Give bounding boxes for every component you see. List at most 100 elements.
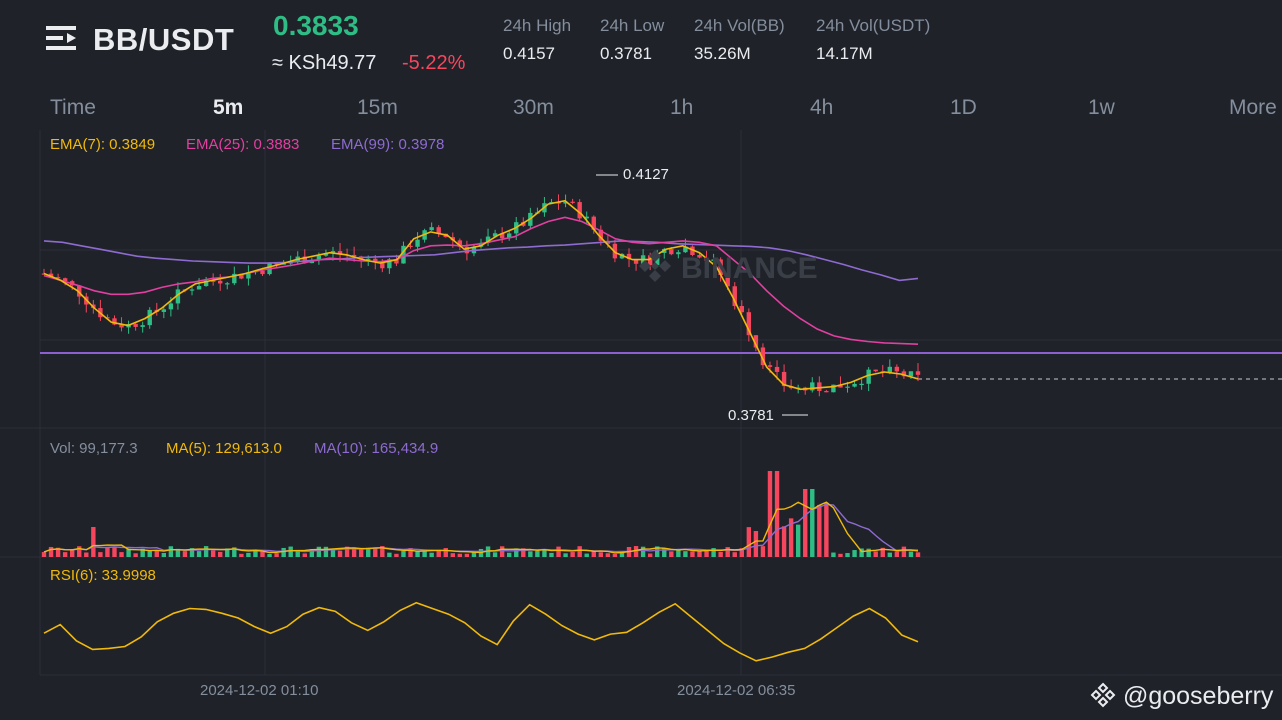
candle: [225, 283, 230, 285]
candle: [859, 383, 864, 385]
candle: [563, 201, 568, 204]
volume-bar: [817, 504, 822, 557]
volume-bar: [563, 553, 568, 557]
volume-bar: [232, 547, 237, 557]
tab-time[interactable]: Time: [50, 96, 96, 119]
volume-bar: [112, 546, 117, 557]
volume-bar: [210, 550, 216, 557]
grid: [0, 130, 1282, 676]
candlestick-chart[interactable]: EMA(7): 0.3849 EMA(25): 0.3883 EMA(99): …: [0, 130, 1282, 705]
volume-bar: [887, 552, 893, 557]
volume-bar: [852, 550, 857, 557]
volume-bar: [77, 546, 82, 557]
volume-bar: [549, 552, 554, 557]
candle: [147, 309, 152, 326]
candle: [373, 258, 378, 263]
volume-bar: [91, 527, 96, 557]
volume-bar: [690, 551, 695, 557]
volume-bar: [570, 552, 575, 557]
candle: [499, 233, 505, 239]
tab-15m[interactable]: 15m: [357, 96, 398, 119]
volume-bar: [140, 548, 145, 557]
volume-bar: [514, 548, 519, 557]
stat-label: 24h High: [503, 16, 572, 35]
stat-label: 24h Vol(BB): [694, 16, 785, 35]
ma5-label: MA(5): 129,613.0: [166, 440, 282, 457]
candle: [323, 253, 329, 256]
author-handle-text: @gooseberry: [1122, 682, 1274, 710]
volume-bar: [373, 548, 378, 557]
ema99-line: [43, 240, 919, 282]
volume-bar: [323, 546, 329, 557]
rsi-label: RSI(6): 33.9998: [50, 567, 156, 584]
stat-value: 14.17M: [816, 44, 873, 63]
candle: [725, 275, 730, 287]
candle: [351, 254, 357, 257]
volume-bar: [380, 546, 385, 557]
volume-bar: [753, 531, 759, 557]
fiat-value: ≈ KSh49.77: [272, 52, 377, 74]
price-change-percent: -5.22%: [402, 52, 466, 74]
candle: [845, 386, 850, 388]
volume-bar: [662, 548, 667, 557]
candle: [591, 216, 596, 230]
volume-bar: [774, 471, 780, 557]
candle: [168, 303, 174, 310]
candle: [739, 306, 744, 313]
volume-bar: [655, 546, 660, 557]
candle: [873, 369, 878, 372]
volume-bar: [838, 553, 843, 557]
tab-5m[interactable]: 5m: [213, 96, 244, 119]
volume-bar: [704, 549, 709, 557]
volume-bar: [168, 546, 174, 557]
volume-bar: [401, 550, 406, 557]
volume-bar: [605, 553, 611, 557]
candle: [239, 273, 244, 279]
candle: [852, 383, 857, 387]
volume-bar: [908, 551, 914, 557]
volume-bar: [633, 546, 639, 557]
volume-bar: [732, 552, 737, 557]
candle: [210, 280, 216, 282]
volume-bar: [429, 552, 434, 557]
volume-bar: [126, 548, 131, 557]
volume-bar: [147, 550, 152, 557]
volume-bar: [154, 550, 159, 557]
candle: [366, 258, 371, 260]
candle: [838, 384, 843, 388]
candle: [394, 259, 399, 264]
volume-bar: [788, 518, 794, 557]
volume-bar: [471, 552, 477, 557]
ema7-line: [43, 199, 919, 391]
stat-24h-vol-quote: 24h Vol(USDT) 14.17M: [816, 16, 930, 64]
volume-bar: [55, 547, 61, 557]
candle: [218, 280, 223, 284]
menu-icon[interactable]: [46, 24, 78, 52]
interval-tabs: Time 5m 15m 30m 1h 4h 1D 1w More: [0, 92, 1282, 128]
volume-bar: [746, 527, 752, 557]
volume-bar: [725, 547, 730, 557]
volume-bar: [182, 551, 188, 557]
volume-bar: [739, 548, 744, 557]
candle: [676, 252, 681, 255]
volume-bar: [366, 547, 371, 557]
trading-pair[interactable]: BB/USDT: [93, 22, 235, 57]
tab-30m[interactable]: 30m: [513, 96, 554, 119]
tab-1d[interactable]: 1D: [950, 96, 977, 119]
tab-4h[interactable]: 4h: [810, 96, 834, 119]
volume-bar: [281, 547, 286, 557]
candle: [203, 280, 209, 287]
ma10-line: [43, 503, 918, 553]
tab-more[interactable]: More: [1229, 96, 1277, 119]
candle: [901, 371, 907, 377]
candle: [232, 273, 237, 284]
volume-bar: [718, 551, 723, 557]
volume-bar: [62, 552, 68, 557]
candle: [485, 236, 491, 243]
x-tick-label: 2024-12-02 01:10: [200, 682, 318, 699]
tab-1w[interactable]: 1w: [1088, 96, 1115, 119]
candle: [380, 262, 385, 269]
stat-24h-high: 24h High 0.4157: [503, 16, 571, 64]
tab-1h[interactable]: 1h: [670, 96, 694, 119]
candle: [337, 251, 343, 255]
